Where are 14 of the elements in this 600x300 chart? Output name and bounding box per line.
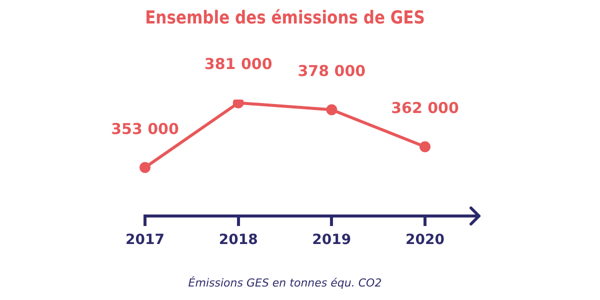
data-label: 353 000 [111, 120, 179, 138]
point [232, 100, 244, 108]
data-label: 362 000 [391, 99, 459, 118]
point [420, 141, 430, 152]
x-axis-title: Émissions GES en tonnes équ. CO2 [188, 275, 382, 290]
data-label: 381 000 [204, 55, 272, 74]
x-tick-label: 2017 [126, 232, 164, 248]
point [140, 162, 150, 173]
data-label: 378 000 [298, 62, 366, 80]
x-tick-label: 2019 [312, 232, 352, 248]
x-tick-label: 2018 [218, 232, 258, 248]
chart-title: Ensemble des émissions de GES [145, 6, 425, 28]
point [326, 104, 338, 116]
x-tick-label: 2020 [406, 232, 445, 248]
